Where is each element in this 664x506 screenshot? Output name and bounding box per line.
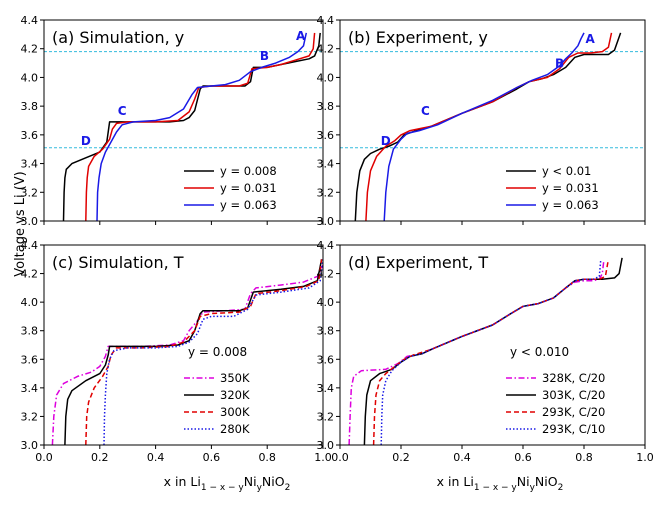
- y-tick-label: 3.6: [317, 129, 335, 142]
- y-tick-label: 3.0: [21, 215, 39, 228]
- y-tick-label: 4.2: [21, 43, 39, 56]
- panels: 3.0 3.2 3.4 3.6 3.8 4.0 4.2 4.4 (a) Simulation, …: [21, 14, 654, 464]
- x-tick-label: 0.6: [514, 451, 532, 464]
- annotation-D: D: [81, 134, 91, 148]
- y-tick-label: 3.4: [21, 382, 39, 395]
- x-tick-label: 1.0: [314, 451, 332, 464]
- series-line-d-0: [348, 260, 605, 445]
- series-line-c-1: [64, 259, 323, 445]
- y-tick-label: 3.8: [317, 100, 335, 113]
- panel-title-b: (b) Experiment, y: [348, 28, 488, 47]
- x-tick-label: 0.8: [575, 451, 593, 464]
- legend-label-c-0: 350K: [220, 371, 250, 385]
- annotation-A: A: [585, 32, 595, 46]
- legend-label-c-1: 320K: [220, 388, 250, 402]
- y-tick-label: 3.0: [317, 439, 335, 452]
- series-line-b-2: [383, 32, 585, 221]
- panel-c: 3.0 3.2 3.4 3.6 3.8 4.0 4.2 4.4 0.0 0.2 0.4 0.6 0.8 1…: [21, 239, 332, 464]
- y-tick-label: 3.6: [21, 129, 39, 142]
- legend-label-b-1: y = 0.031: [542, 181, 599, 195]
- x-tick-label: 0.2: [91, 451, 109, 464]
- legend-label-d-2: 293K, C/20: [542, 405, 605, 419]
- y-tick-label: 4.0: [21, 71, 39, 84]
- panel-title-d: (d) Experiment, T: [348, 253, 488, 272]
- y-tick-label: 3.8: [21, 100, 39, 113]
- y-tick-label: 3.2: [317, 186, 335, 199]
- series-line-b-1: [365, 32, 613, 221]
- y-tick-label: 3.4: [317, 158, 335, 171]
- y-tick-label: 4.2: [21, 268, 39, 281]
- annotation-C: C: [421, 104, 430, 118]
- legend-label-b-2: y = 0.063: [542, 198, 599, 212]
- x-tick-label: 1.0: [636, 451, 654, 464]
- axes-frame-d: [339, 244, 646, 446]
- annotation-C: C: [118, 104, 127, 118]
- y-tick-label: 4.2: [317, 268, 335, 281]
- legend-label-b-0: y < 0.01: [542, 164, 591, 178]
- y-tick-label: 3.0: [317, 215, 335, 228]
- y-tick-label: 3.2: [21, 410, 39, 423]
- x-tick-label: 0.8: [258, 451, 276, 464]
- y-tick-label: 4.4: [21, 14, 39, 27]
- legend-label-a-0: y = 0.008: [220, 164, 277, 178]
- y-tick-label: 4.2: [317, 43, 335, 56]
- axes-frame-a: [43, 19, 324, 222]
- legend-title-c: y = 0.008: [188, 345, 247, 359]
- series-line-c-3: [103, 259, 323, 445]
- y-tick-label: 4.0: [317, 71, 335, 84]
- y-tick-label: 3.0: [21, 439, 39, 452]
- panel-b: 3.0 3.2 3.4 3.6 3.8 4.0 4.2 4.4 (b) Experiment, …: [317, 14, 646, 228]
- panel-d: 3.0 3.2 3.4 3.6 3.8 4.0 4.2 4.4 0.0 0.2 0.4 0.6 0.8 1…: [317, 239, 654, 464]
- x-tick-label: 0.4: [453, 451, 471, 464]
- annotation-D: D: [381, 134, 391, 148]
- x-axis-label-left: x in Li1 − x − yNiyNiO2: [164, 474, 291, 493]
- x-tick-label: 0.0: [35, 451, 53, 464]
- y-tick-label: 4.4: [317, 239, 335, 252]
- x-tick-label: 0.0: [331, 451, 349, 464]
- legend-label-a-2: y = 0.063: [220, 198, 277, 212]
- annotation-B: B: [260, 49, 269, 63]
- x-tick-label: 0.4: [147, 451, 165, 464]
- y-tick-label: 3.2: [317, 410, 335, 423]
- panel-a: 3.0 3.2 3.4 3.6 3.8 4.0 4.2 4.4 (a) Simulation, …: [21, 14, 324, 228]
- y-tick-label: 4.4: [21, 239, 39, 252]
- legend-label-c-3: 280K: [220, 422, 250, 436]
- x-tick-label: 0.2: [392, 451, 410, 464]
- annotation-A: A: [296, 29, 306, 43]
- y-tick-label: 4.0: [21, 296, 39, 309]
- legend-label-c-2: 300K: [220, 405, 250, 419]
- series-line-a-2: [96, 32, 308, 221]
- annotation-B: B: [555, 56, 564, 70]
- axes-frame-b: [339, 19, 646, 222]
- y-tick-label: 3.8: [21, 325, 39, 338]
- y-axis-label: Voltage vs Li (V): [13, 171, 28, 277]
- y-tick-label: 3.2: [21, 186, 39, 199]
- y-tick-label: 3.8: [317, 325, 335, 338]
- panel-title-c: (c) Simulation, T: [52, 253, 184, 272]
- y-tick-label: 4.4: [317, 14, 335, 27]
- y-tick-label: 3.4: [317, 382, 335, 395]
- legend-title-d: y < 0.010: [510, 345, 569, 359]
- panel-title-a: (a) Simulation, y: [52, 28, 184, 47]
- y-tick-label: 3.4: [21, 158, 39, 171]
- x-axis-label-right: x in Li1 − x − yNiyNiO2: [437, 474, 564, 493]
- series-line-c-0: [51, 264, 323, 445]
- series-line-d-2: [372, 259, 610, 445]
- legend-label-d-1: 303K, C/20: [542, 388, 605, 402]
- legend-label-a-1: y = 0.031: [220, 181, 277, 195]
- axes-frame-c: [43, 244, 324, 446]
- x-tick-label: 0.6: [203, 451, 221, 464]
- series-line-c-2: [85, 259, 323, 445]
- legend-label-d-0: 328K, C/20: [542, 371, 605, 385]
- legend-label-d-3: 293K, C/10: [542, 422, 605, 436]
- y-tick-label: 4.0: [317, 296, 335, 309]
- y-tick-label: 3.6: [21, 353, 39, 366]
- series-line-a-1: [85, 32, 316, 221]
- y-tick-label: 3.6: [317, 353, 335, 366]
